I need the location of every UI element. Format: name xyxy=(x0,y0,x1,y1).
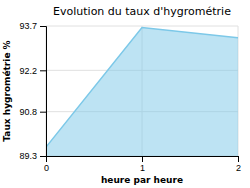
y-axis-line xyxy=(40,27,47,157)
y-tick-mark xyxy=(40,112,46,113)
y-tick-label: 90.8 xyxy=(19,107,37,117)
y-tick-label: 92.2 xyxy=(19,66,37,76)
y-tick-label: 93.7 xyxy=(19,21,37,31)
x-axis-title: heure par heure xyxy=(101,175,183,185)
x-axis: 0 1 2 xyxy=(44,156,241,173)
title: Evolution du taux d'hygrométrie xyxy=(53,5,231,18)
x-axis-line xyxy=(47,157,239,163)
x-tick-label: 0 xyxy=(44,163,49,173)
x-tick-label: 1 xyxy=(140,163,145,173)
chart: 0 1 2 89.3 90.8 92.2 93.7 Evolution du taux d'h… xyxy=(0,0,250,188)
y-tick-label: 89.3 xyxy=(19,151,37,161)
line xyxy=(46,27,238,147)
x-tick-mark xyxy=(142,156,143,162)
y-axis-title: Taux hygrométrie % xyxy=(2,40,12,141)
y-tick: 89.3 xyxy=(19,151,46,161)
y-tick: 93.7 xyxy=(19,21,46,31)
x-tick: 1 xyxy=(140,156,145,173)
y-tick-mark xyxy=(40,156,46,157)
y-tick: 92.2 xyxy=(19,66,46,76)
x-tick: 0 xyxy=(44,156,49,173)
y-tick-mark xyxy=(40,70,46,71)
x-tick: 2 xyxy=(236,156,241,173)
y-tick-mark xyxy=(40,26,46,27)
y-tick: 90.8 xyxy=(19,107,46,117)
x-tick-label: 2 xyxy=(236,163,241,173)
x-tick-mark xyxy=(238,156,239,162)
grid xyxy=(46,26,238,156)
marks xyxy=(46,27,238,156)
plot: 0 1 2 89.3 90.8 92.2 93.7 xyxy=(19,21,241,173)
area xyxy=(46,27,238,156)
y-axis: 89.3 90.8 92.2 93.7 xyxy=(19,21,46,161)
